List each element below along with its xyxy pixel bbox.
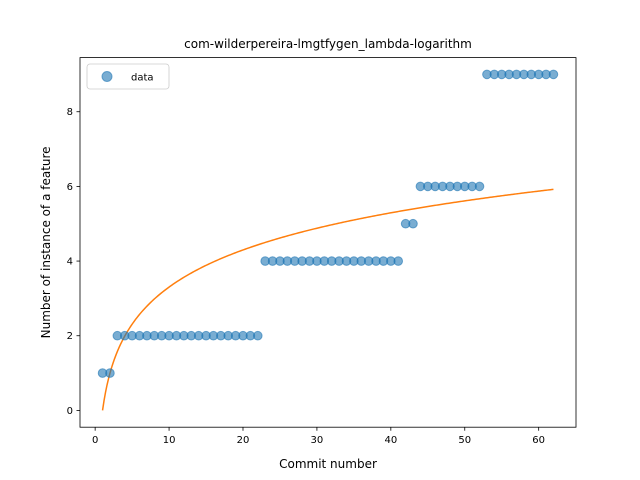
y-tick-label: 2: [67, 331, 73, 342]
legend-label-data: data: [131, 73, 154, 84]
data-point: [393, 256, 404, 266]
y-tick-label: 0: [67, 406, 73, 417]
x-tick-label: 0: [92, 435, 98, 446]
fit-line: [101, 188, 554, 411]
x-tick-label: 20: [237, 435, 250, 446]
y-tick-label: 4: [67, 257, 73, 268]
y-tick-label: 6: [67, 182, 73, 193]
data-point: [408, 218, 418, 229]
y-tick-label: 8: [67, 107, 73, 118]
data-point: [548, 69, 559, 80]
legend-marker-data: [101, 71, 113, 82]
legend-box: [86, 63, 170, 90]
x-tick-label: 10: [163, 435, 176, 446]
chart-title: com-wilderpereira-lmgtfygen_lambda-logar…: [184, 37, 472, 51]
data-point: [474, 181, 485, 192]
legend: data: [86, 63, 170, 90]
data-point: [252, 330, 263, 341]
x-tick-label: 40: [384, 435, 397, 446]
x-tick-label: 50: [458, 435, 471, 446]
x-axis: 0 10 20 30 40 50 60: [92, 427, 545, 446]
x-tick-label: 60: [532, 435, 545, 446]
axes-frame: [79, 57, 577, 428]
x-axis-label: Commit number: [279, 457, 377, 471]
x-tick-label: 30: [311, 435, 324, 446]
data-point: [105, 368, 115, 378]
plot-area: [97, 69, 559, 411]
y-axis: 0 2 4 6 8: [67, 107, 80, 417]
y-axis-label: Number of instance of a feature: [39, 146, 53, 338]
